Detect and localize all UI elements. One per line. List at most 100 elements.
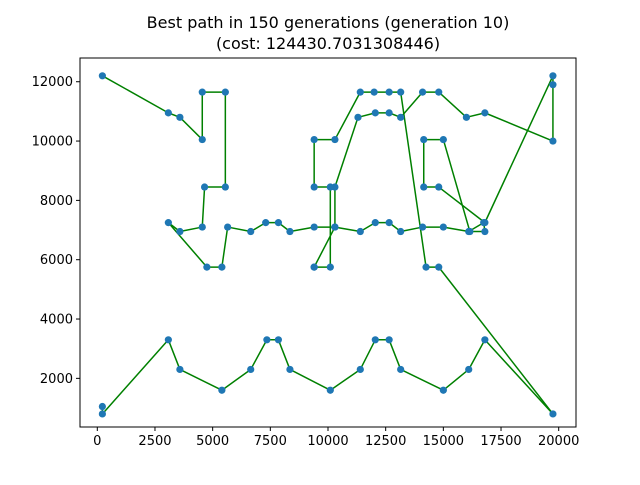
- chart-title: Best path in 150 generations (generation…: [147, 13, 510, 32]
- city-point: [549, 137, 557, 145]
- path-segment: [484, 75, 554, 224]
- city-point: [439, 223, 447, 231]
- city-point: [465, 227, 473, 236]
- city-point: [420, 183, 428, 191]
- path-segment: [289, 226, 315, 233]
- city-point: [356, 365, 364, 374]
- city-point: [218, 386, 226, 394]
- city-point: [356, 227, 364, 236]
- city-point: [310, 263, 318, 271]
- city-point: [462, 113, 471, 121]
- city-point: [481, 227, 489, 236]
- city-point: [221, 88, 229, 96]
- path-segment: [101, 339, 170, 415]
- city-point: [418, 88, 427, 96]
- path-segment: [399, 226, 424, 233]
- city-point: [465, 365, 473, 374]
- city-point: [435, 183, 443, 191]
- city-point: [356, 88, 364, 96]
- city-point: [176, 227, 184, 236]
- city-point: [385, 336, 393, 344]
- city-point: [481, 109, 489, 117]
- path-segment: [399, 91, 427, 268]
- city-point: [98, 72, 106, 80]
- path-segment: [167, 221, 208, 268]
- city-point: [371, 219, 379, 227]
- city-point: [274, 336, 282, 344]
- city-point: [310, 135, 318, 144]
- city-point: [326, 263, 334, 271]
- x-tick-label: 10000: [307, 434, 348, 449]
- path-segment: [442, 226, 470, 233]
- city-point: [310, 183, 318, 191]
- city-point: [176, 113, 184, 121]
- path-segment: [437, 266, 554, 415]
- path-segment: [484, 112, 554, 142]
- city-point: [176, 365, 184, 374]
- city-point: [224, 223, 232, 231]
- city-point: [274, 219, 282, 227]
- path-segment: [221, 226, 229, 268]
- city-point: [435, 88, 443, 96]
- city-point: [385, 219, 393, 227]
- city-point: [422, 263, 430, 271]
- city-point: [418, 223, 427, 231]
- chart-subtitle: (cost: 124430.7031308446): [216, 34, 440, 53]
- city-point: [397, 227, 405, 236]
- x-tick-label: 7500: [254, 434, 287, 449]
- city-point: [549, 72, 557, 80]
- city-point: [218, 263, 226, 271]
- city-point: [385, 88, 393, 96]
- x-tick-label: 2500: [138, 434, 171, 449]
- city-point: [549, 81, 557, 89]
- path-segment: [179, 116, 204, 141]
- path-segment: [484, 339, 554, 415]
- path-segment: [221, 368, 252, 391]
- path-segment: [101, 75, 170, 114]
- axes-layer: 0 2500 5000 7500 10000 12500 15000 17500 20000 20…: [32, 57, 579, 449]
- path-segment: [201, 186, 206, 228]
- city-point: [98, 410, 106, 418]
- city-point: [286, 227, 294, 236]
- city-point: [370, 88, 378, 96]
- city-point: [397, 88, 405, 96]
- city-point: [198, 223, 206, 231]
- city-point: [164, 219, 172, 227]
- path-segment: [437, 91, 468, 119]
- city-point: [164, 109, 172, 117]
- path-segment: [167, 339, 181, 371]
- city-point: [286, 365, 294, 374]
- city-point: [435, 263, 443, 271]
- path-segment: [359, 339, 377, 371]
- city-point: [198, 135, 206, 144]
- city-point: [331, 135, 339, 144]
- path-segment: [179, 368, 223, 391]
- city-point: [310, 223, 318, 231]
- city-point: [326, 386, 334, 394]
- city-point: [98, 402, 106, 411]
- y-tick-label: 12000: [32, 75, 73, 90]
- y-tick-label: 6000: [40, 253, 73, 268]
- city-point: [371, 336, 379, 344]
- x-tick-label: 0: [93, 434, 101, 449]
- marker-layer: [98, 72, 557, 418]
- city-point: [481, 336, 489, 344]
- city-point: [164, 336, 172, 344]
- path-segment: [388, 339, 402, 371]
- city-point: [221, 183, 229, 191]
- city-point: [263, 336, 271, 344]
- path-segment: [399, 368, 445, 391]
- path-segment: [226, 226, 252, 233]
- city-point: [247, 227, 255, 236]
- city-point: [203, 263, 211, 271]
- city-point: [439, 135, 447, 144]
- path-segment: [442, 368, 470, 391]
- path-segment: [313, 226, 336, 268]
- path-segment: [249, 339, 268, 371]
- path-segment: [334, 116, 359, 188]
- path-segment: [467, 339, 486, 371]
- city-point: [262, 219, 270, 227]
- city-point: [200, 183, 209, 191]
